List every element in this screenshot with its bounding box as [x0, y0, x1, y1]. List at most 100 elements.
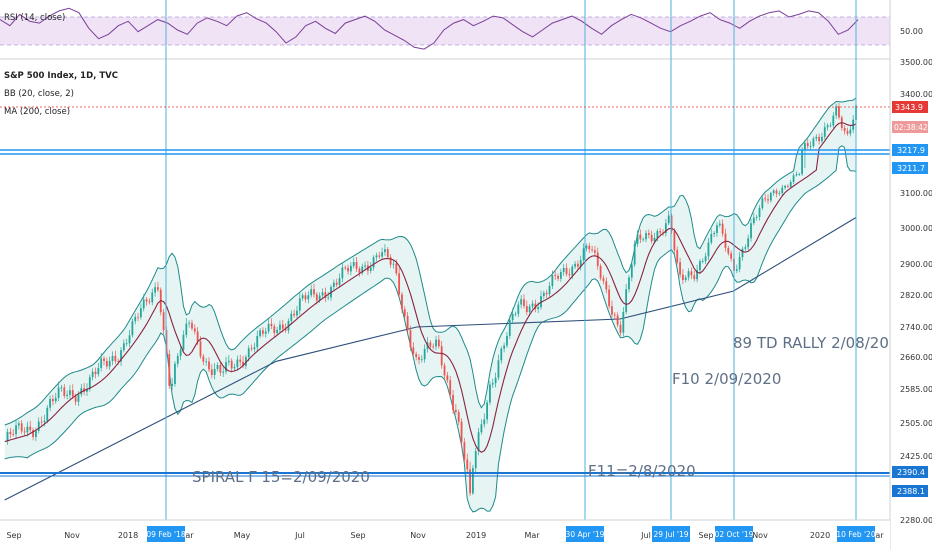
- candle: [474, 447, 477, 473]
- candle: [9, 427, 12, 439]
- candle: [812, 136, 815, 149]
- candle: [497, 354, 500, 381]
- candle: [338, 273, 341, 288]
- candle: [588, 242, 591, 253]
- candle: [432, 343, 435, 350]
- price-tick-label: 2740.00: [900, 323, 932, 332]
- candle: [670, 213, 673, 235]
- candle: [596, 247, 599, 270]
- candle: [622, 307, 625, 337]
- candle: [193, 324, 196, 335]
- candle: [690, 267, 693, 280]
- svg-text:09 Feb '18: 09 Feb '18: [146, 530, 185, 539]
- candle: [542, 290, 545, 300]
- candle: [608, 284, 611, 309]
- candle: [335, 278, 338, 288]
- candle: [157, 281, 159, 293]
- candle: [213, 362, 216, 380]
- candle: [66, 390, 69, 400]
- price-tick-label: 2660.00: [900, 353, 932, 362]
- candle: [517, 301, 520, 318]
- candle: [191, 319, 193, 331]
- candle: [37, 417, 40, 434]
- candle: [645, 230, 647, 243]
- candle: [443, 362, 446, 380]
- candle: [707, 238, 710, 260]
- price-badge-3217: 3217.9: [892, 144, 928, 156]
- candle: [684, 275, 687, 283]
- candle: [327, 291, 330, 301]
- candle: [122, 339, 125, 353]
- candle: [625, 283, 628, 315]
- candle: [324, 287, 327, 302]
- time-tick-label: Nov: [64, 531, 80, 540]
- candle: [253, 342, 256, 353]
- candle: [210, 364, 213, 379]
- time-axis[interactable]: SepNov2018MarMayJulSepNov2019MarMayJulSe…: [0, 519, 890, 550]
- candle: [17, 420, 20, 430]
- candle: [738, 252, 741, 273]
- candle: [262, 327, 264, 337]
- time-tick-label: Mar: [868, 531, 884, 540]
- price-tick-label: 3500.00: [900, 58, 932, 67]
- candle: [821, 132, 823, 144]
- candle: [613, 312, 616, 320]
- time-tick-label: 2018: [118, 531, 138, 540]
- candle: [222, 367, 225, 377]
- candle: [341, 262, 344, 283]
- candle: [105, 357, 108, 370]
- candle: [489, 381, 491, 406]
- time-tick-label: 2020: [810, 531, 830, 540]
- svg-text:10 Feb '20: 10 Feb '20: [836, 530, 875, 539]
- candle: [171, 378, 174, 391]
- candle: [716, 222, 718, 237]
- price-tick-label: 3000.00: [900, 224, 932, 233]
- candle: [230, 358, 233, 373]
- candle: [406, 311, 409, 334]
- candle: [548, 282, 551, 297]
- candle: [296, 305, 298, 319]
- candle: [784, 184, 786, 190]
- time-tick-label: Jul: [640, 531, 651, 540]
- candle: [582, 243, 585, 263]
- candle: [667, 210, 670, 226]
- candle: [154, 282, 156, 297]
- candle: [735, 264, 738, 274]
- svg-text:02 Oct '19: 02 Oct '19: [715, 530, 754, 539]
- candle: [185, 318, 188, 338]
- price-axis[interactable]: 50.00 3500.00 3400.00 3100.00 3000.00 2900.0…: [889, 0, 932, 550]
- candle: [503, 342, 506, 353]
- candle: [313, 283, 315, 298]
- candle: [696, 264, 698, 283]
- main-pane: S&P 500 Index, 1D, TVC BB (20, close, 2)…: [0, 0, 908, 520]
- candle: [418, 354, 420, 365]
- candle: [239, 354, 242, 367]
- candle: [806, 139, 809, 149]
- candle: [630, 261, 633, 282]
- candle: [713, 230, 716, 237]
- time-tick-label: Sep: [350, 531, 365, 540]
- candle: [139, 303, 142, 320]
- candle: [420, 355, 423, 363]
- candle: [216, 362, 219, 372]
- candle: [673, 228, 676, 254]
- price-tick-label: 2585.00: [900, 385, 932, 394]
- candle: [290, 310, 293, 325]
- candle: [508, 315, 511, 339]
- date-badge: 02 Oct '19: [715, 526, 754, 542]
- candle: [80, 384, 83, 398]
- candle: [120, 347, 122, 366]
- candle: [577, 260, 579, 270]
- candle: [747, 234, 750, 251]
- svg-text:2390.4: 2390.4: [897, 468, 925, 477]
- rsi-pane: RSI (14, close): [0, 7, 890, 50]
- candle: [523, 294, 525, 309]
- candle: [815, 134, 818, 142]
- candle: [718, 220, 721, 228]
- candle: [372, 255, 375, 271]
- candle: [389, 254, 392, 268]
- candle: [227, 355, 230, 366]
- indicator-bb: BB (20, close, 2): [4, 89, 74, 99]
- candle: [514, 311, 517, 317]
